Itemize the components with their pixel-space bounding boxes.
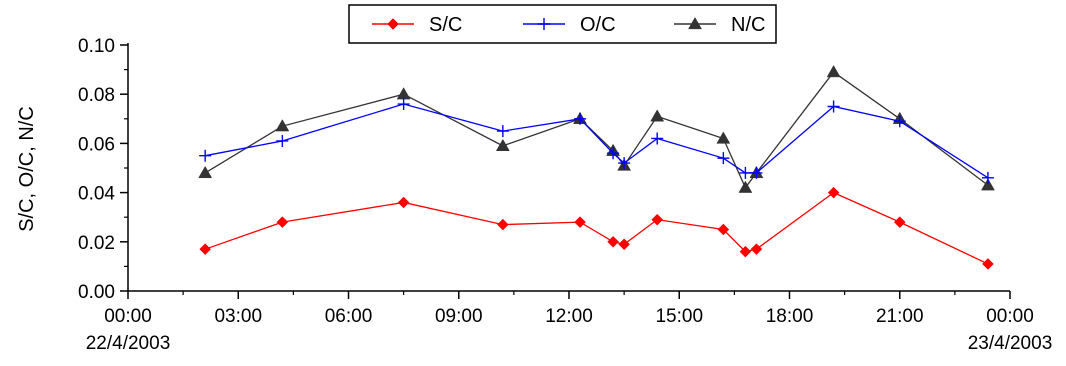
y-axis-title: S/C, O/C, N/C — [16, 106, 38, 232]
x-tick-label: 06:00 — [325, 306, 373, 327]
x-tick-label: 12:00 — [545, 306, 593, 327]
data-point-sc — [397, 196, 410, 209]
data-point-oc — [199, 149, 212, 162]
data-point-oc — [739, 166, 752, 179]
y-tick-label: 0.08 — [78, 85, 115, 106]
data-point-sc — [893, 216, 906, 228]
data-point-oc — [893, 115, 906, 128]
series-line-sc — [204, 191, 989, 265]
legend-item-sc: S/C — [372, 14, 462, 36]
series-line-nc — [204, 71, 989, 189]
x-tick-label: 18:00 — [766, 306, 814, 327]
data-point-sc — [496, 218, 509, 231]
data-point-sc — [739, 245, 752, 258]
data-point-sc — [574, 216, 586, 228]
series-sc — [199, 186, 994, 270]
data-point-nc — [198, 165, 213, 179]
y-tick-label: 0.00 — [78, 282, 115, 303]
data-point-sc — [199, 243, 212, 256]
data-point-sc — [717, 223, 730, 236]
x-tick-date-label: 23/4/2003 — [968, 333, 1053, 354]
data-point-oc — [717, 152, 730, 165]
series-nc — [198, 65, 995, 193]
data-point-sc — [651, 213, 664, 226]
data-point-nc — [275, 119, 290, 132]
x-tick-label: 00:00 — [104, 306, 152, 327]
data-point-oc — [397, 98, 410, 111]
series-layer — [198, 65, 995, 270]
data-point-sc — [750, 243, 763, 256]
series-line-oc — [205, 103, 989, 179]
legend: S/C O/C N/C — [348, 4, 777, 44]
x-tick-label: 09:00 — [435, 306, 483, 327]
x-tick-label: 00:00 — [986, 306, 1034, 327]
data-point-oc — [276, 134, 289, 147]
data-point-oc — [981, 171, 994, 184]
data-point-sc — [618, 238, 630, 251]
data-point-nc — [396, 87, 411, 100]
legend-label-nc: N/C — [731, 14, 765, 36]
legend-item-oc: O/C — [523, 14, 616, 36]
data-point-oc — [496, 125, 509, 138]
data-point-sc — [607, 235, 619, 248]
legend-item-nc: N/C — [674, 14, 765, 36]
data-point-nc — [738, 180, 753, 193]
data-point-nc — [716, 131, 731, 144]
data-point-nc — [495, 138, 510, 151]
legend-marker-nc — [688, 16, 702, 30]
data-point-oc — [827, 100, 840, 113]
y-tick-label: 0.04 — [78, 184, 115, 205]
legend-label-oc: O/C — [580, 14, 616, 36]
data-point-sc — [276, 216, 289, 228]
y-tick-label: 0.10 — [78, 36, 115, 57]
legend-label-sc: S/C — [429, 14, 462, 36]
x-tick-date-label: 22/4/2003 — [86, 333, 171, 354]
data-point-oc — [607, 147, 620, 160]
y-tick-label: 0.06 — [78, 134, 115, 155]
x-tick-label: 15:00 — [655, 306, 703, 327]
data-point-nc — [981, 178, 995, 191]
data-point-sc — [982, 258, 994, 270]
series-oc — [199, 98, 994, 184]
data-point-nc — [650, 109, 665, 122]
data-point-nc — [826, 65, 841, 78]
y-tick-label: 0.02 — [78, 233, 115, 254]
legend-marker-sc — [387, 18, 399, 30]
x-tick-label: 21:00 — [876, 306, 924, 327]
legend-marker-oc — [538, 18, 550, 30]
data-point-oc — [574, 112, 587, 125]
x-tick-label: 03:00 — [214, 306, 262, 327]
data-point-oc — [651, 132, 664, 145]
data-point-sc — [827, 186, 840, 199]
data-point-oc — [750, 166, 763, 179]
data-point-oc — [618, 157, 631, 170]
axes: 0.00 0.02 0.04 0.06 0.08 0.10 00:00 22/4/2003 03… — [78, 36, 1052, 354]
